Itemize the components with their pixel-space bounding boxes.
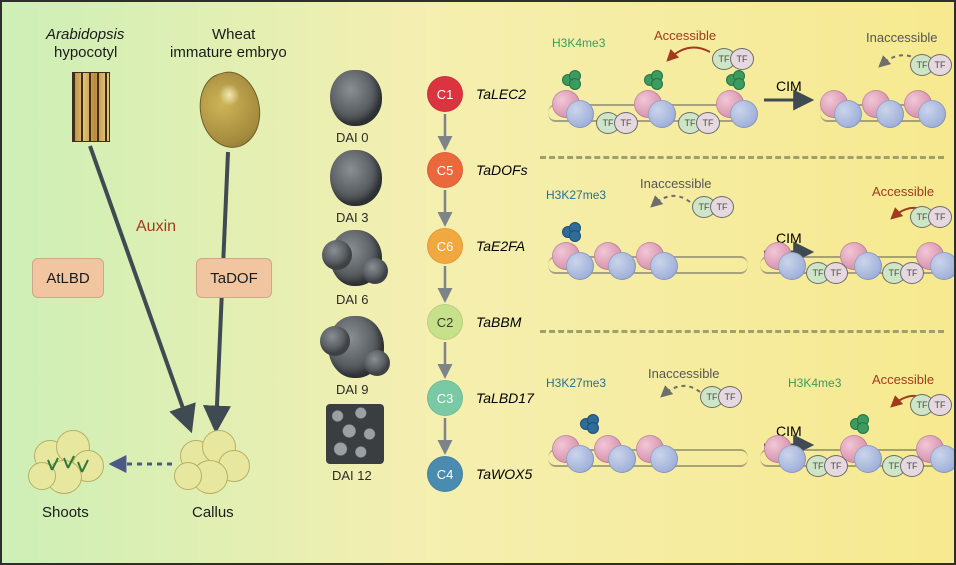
cluster-c5: C5 — [427, 152, 463, 188]
row2-right-nuc-1b — [778, 252, 806, 280]
gene-c3: TaLBD17 — [476, 390, 534, 406]
row3-right-tf-float: TFTF — [910, 394, 952, 416]
row2-right-nuc-2b — [854, 252, 882, 280]
row1-right-nuc-1b — [834, 100, 862, 128]
sample-dai-3 — [330, 150, 382, 206]
gene-c1: TaLEC2 — [476, 86, 526, 102]
row1-left-tf-2: TFTF — [678, 112, 720, 134]
day-label-6: DAI 6 — [336, 292, 369, 307]
cluster-c1: C1 — [427, 76, 463, 112]
row2-left-tf-float: TFTF — [692, 196, 734, 218]
callus-icon — [174, 430, 252, 496]
sample-dai-6 — [330, 230, 382, 286]
row1-right-tf-float: TFTF — [910, 54, 952, 76]
row3-left-nuc-2b — [608, 445, 636, 473]
row1-inaccessible: Inaccessible — [866, 30, 938, 45]
auxin-label: Auxin — [136, 218, 176, 236]
row1-right-nuc-2b — [876, 100, 904, 128]
row1-left-tf-1: TFTF — [596, 112, 638, 134]
row2-accessible: Accessible — [872, 184, 934, 199]
divider-2 — [540, 330, 944, 333]
hypocotyl-icon — [72, 72, 110, 142]
row1-accessible: Accessible — [654, 28, 716, 43]
row3-right-tf-2: TFTF — [882, 455, 924, 477]
row1-left-nuc-1b — [566, 100, 594, 128]
day-label-9: DAI 9 — [336, 382, 369, 397]
row2-right-tf-1: TFTF — [806, 262, 848, 284]
tadof-text: TaDOF — [210, 271, 258, 286]
row3-h3k4me3: H3K4me3 — [788, 376, 841, 390]
row2-left-mark — [562, 222, 580, 240]
arabidopsis-label-line2: hypocotyl — [54, 44, 117, 61]
day-label-0: DAI 0 — [336, 130, 369, 145]
row2-left-nuc-2b — [608, 252, 636, 280]
callus-label: Callus — [192, 504, 234, 521]
tadof-box: TaDOF — [196, 258, 272, 298]
row1-right-nuc-3b — [918, 100, 946, 128]
row2-right-nuc-3b — [930, 252, 956, 280]
row2-inaccessible: Inaccessible — [640, 176, 712, 191]
row3-right-nuc-3b — [930, 445, 956, 473]
day-label-12: DAI 12 — [332, 468, 372, 483]
sample-dai-9 — [328, 316, 384, 378]
row3-right-tf-1: TFTF — [806, 455, 848, 477]
shoots-icon — [28, 430, 106, 496]
day-label-3: DAI 3 — [336, 210, 369, 225]
wheat-label-line1: Wheat — [212, 26, 255, 43]
divider-1 — [540, 156, 944, 159]
gene-c5: TaDOFs — [476, 162, 528, 178]
cluster-c6: C6 — [427, 228, 463, 264]
row3-inaccessible: Inaccessible — [648, 366, 720, 381]
arabidopsis-label-line1: Arabidopsis — [46, 26, 124, 43]
gene-c2: TaBBM — [476, 314, 521, 330]
sample-dai-0 — [330, 70, 382, 126]
row3-left-nuc-1b — [566, 445, 594, 473]
row1-h3k4me3: H3K4me3 — [552, 36, 605, 50]
atlbd-box: AtLBD — [32, 258, 104, 298]
row3-accessible: Accessible — [872, 372, 934, 387]
row3-right-nuc-1b — [778, 445, 806, 473]
atlbd-text: AtLBD — [46, 271, 89, 286]
row3-h3k27me3: H3K27me3 — [546, 376, 606, 390]
cluster-c3: C3 — [427, 380, 463, 416]
row1-left-mark-3 — [726, 70, 744, 88]
row2-right-tf-float: TFTF — [910, 206, 952, 228]
row2-right-tf-2: TFTF — [882, 262, 924, 284]
row3-right-mark — [850, 414, 868, 432]
sample-dai-12 — [326, 404, 384, 464]
row3-left-tf-float: TFTF — [700, 386, 742, 408]
wheat-label-line2: immature embryo — [170, 44, 287, 61]
row1-left-nuc-2b — [648, 100, 676, 128]
row3-right-nuc-2b — [854, 445, 882, 473]
row1-left-nuc-3b — [730, 100, 758, 128]
row1-cim: CIM — [776, 78, 802, 94]
row1-left-mark-1 — [562, 70, 580, 88]
cluster-c4: C4 — [427, 456, 463, 492]
row1-left-tf-float: TFTF — [712, 48, 754, 70]
row3-left-nuc-3b — [650, 445, 678, 473]
row3-left-mark — [580, 414, 598, 432]
shoots-label: Shoots — [42, 504, 89, 521]
row1-left-mark-2 — [644, 70, 662, 88]
row2-h3k27me3: H3K27me3 — [546, 188, 606, 202]
gene-c4: TaWOX5 — [476, 466, 532, 482]
row2-left-nuc-3b — [650, 252, 678, 280]
cluster-c2: C2 — [427, 304, 463, 340]
gene-c6: TaE2FA — [476, 238, 525, 254]
row2-left-nuc-1b — [566, 252, 594, 280]
